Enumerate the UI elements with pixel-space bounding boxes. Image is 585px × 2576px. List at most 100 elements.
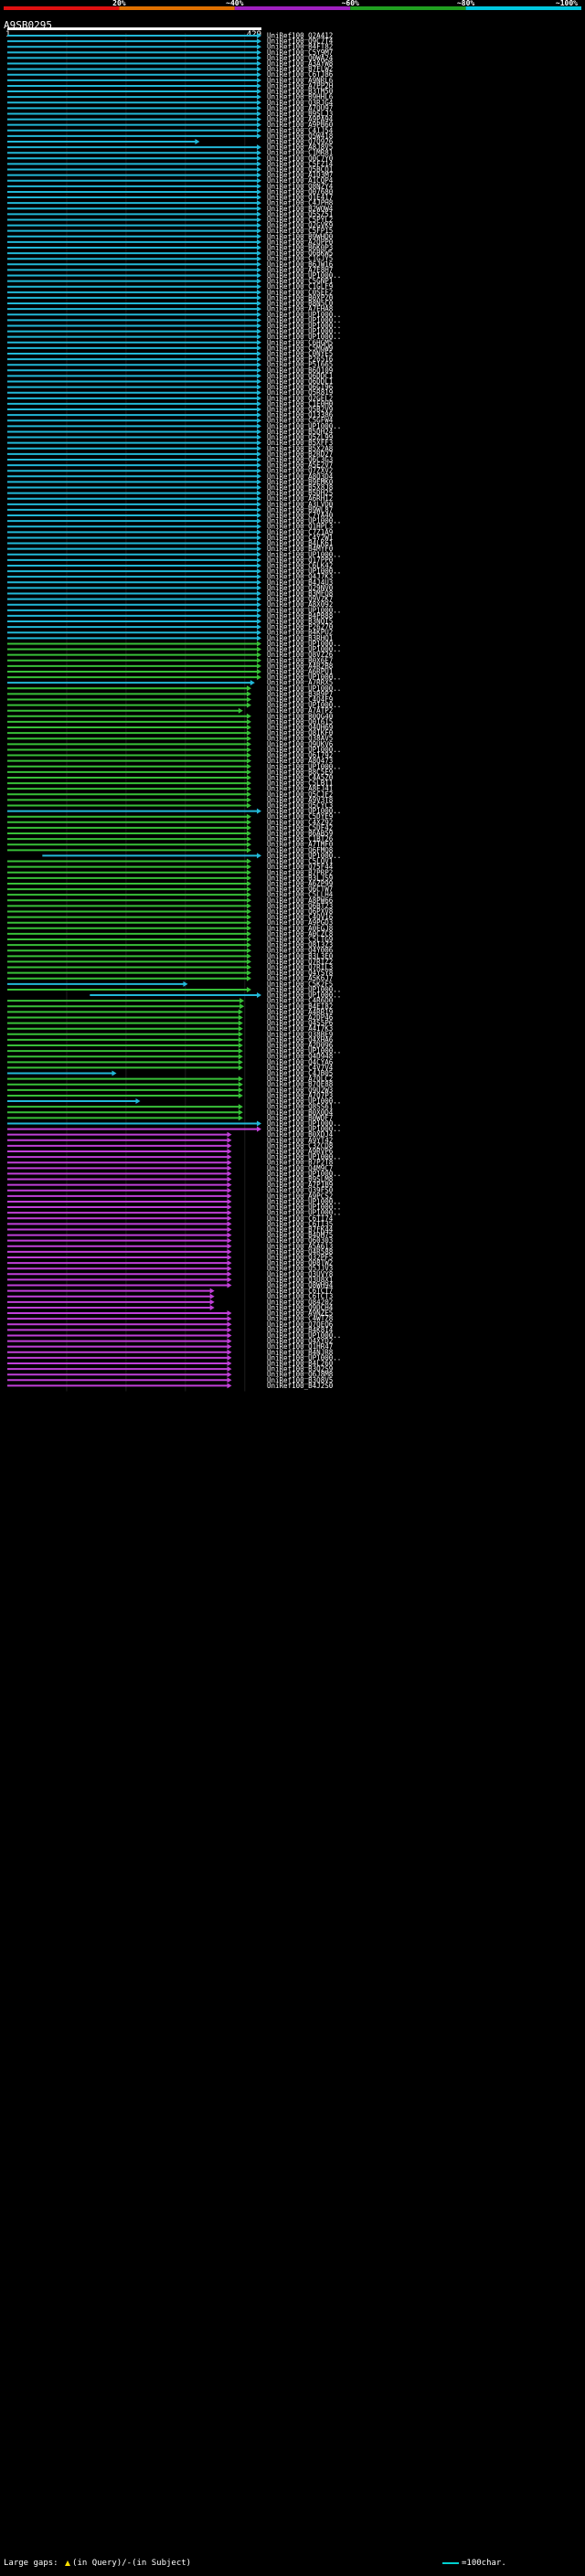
hit-label[interactable]: UniRef100_C5LQV1 — [267, 857, 333, 865]
hit-label[interactable]: UniRef100_C5GNP1 — [267, 277, 333, 285]
hit-label[interactable]: UniRef100_B0QG40 — [267, 712, 334, 720]
hit-label[interactable]: UniRef100_Q6C3G3 — [267, 455, 333, 463]
hit-label[interactable]: UniRef100_B4DM75 — [267, 1231, 333, 1239]
hit-label[interactable]: UniRef100_UP1000.. — [267, 746, 341, 754]
hit-label[interactable]: UniRef100_B3MFQ8 — [267, 589, 334, 598]
hit-label[interactable]: UniRef100_B9SLM8 — [267, 1175, 334, 1183]
hit-label[interactable]: UniRef100_B6Q109 — [267, 366, 333, 375]
hit-label[interactable]: UniRef100_P51665 — [267, 361, 333, 369]
hit-label[interactable]: UniRef100_C5PYL2 — [267, 216, 333, 224]
hit-label[interactable]: UniRef100_B0WDF7 — [267, 1114, 333, 1122]
hit-label[interactable]: UniRef100_C5Y9M7 — [267, 48, 333, 57]
hit-label[interactable]: UniRef100_C5K2F5 — [267, 980, 333, 988]
hit-label[interactable]: UniRef100_C6TI35 — [267, 1220, 333, 1228]
hit-label[interactable]: UniRef100_B8N5C0 — [267, 300, 334, 308]
hit-label[interactable]: UniRef100_Q8SS61 — [267, 1103, 333, 1111]
hit-label[interactable]: UniRef100_A6RPU1 — [267, 667, 333, 675]
hit-label[interactable]: UniRef100_B0X0D4 — [267, 1108, 334, 1117]
hit-label[interactable]: UniRef100_C5FP15 — [267, 227, 333, 235]
hit-label[interactable]: UniRef100_P26516 — [267, 355, 334, 364]
hit-label[interactable]: UniRef100_A9PCS2 — [267, 1192, 333, 1200]
hit-label[interactable]: UniRef100_B9EMK0 — [267, 478, 334, 486]
hit-label[interactable]: UniRef100_UP1000.. — [267, 1331, 341, 1340]
hit-label[interactable]: UniRef100_A9PA94 — [267, 115, 334, 123]
hit-label[interactable]: UniRef100_A5A613 — [267, 1242, 333, 1250]
hit-label[interactable]: UniRef100_B3TM50 — [267, 88, 334, 96]
hit-label[interactable]: UniRef100_Q9VZK7 — [267, 595, 333, 603]
hit-label[interactable]: UniRef100_UP1000.. — [267, 673, 341, 682]
hit-label[interactable]: UniRef100_UP1000.. — [267, 327, 341, 335]
hit-label[interactable]: UniRef100_A3LVD0 — [267, 500, 334, 508]
hit-label[interactable]: UniRef100_Q6DDC1 — [267, 372, 333, 380]
hit-label[interactable]: UniRef100_C5LTG9 — [267, 936, 333, 944]
hit-label[interactable]: UniRef100_Q0C7Y0 — [267, 154, 334, 163]
hit-label[interactable]: UniRef100_Q0WA24 — [267, 54, 334, 62]
hit-label[interactable]: UniRef100_A9PB60 — [267, 121, 334, 129]
hit-label[interactable]: UniRef100_Q6BKW5 — [267, 249, 333, 258]
hit-label[interactable]: UniRef100_B4J2S0 — [267, 1382, 334, 1390]
hit-label[interactable]: UniRef100_Q38BE9 — [267, 1030, 333, 1038]
hit-label[interactable]: UniRef100_C7Z1A9 — [267, 528, 333, 536]
hit-label[interactable]: UniRef100_C6LK42 — [267, 561, 333, 569]
hit-label[interactable]: UniRef100_B6AB59 — [267, 830, 333, 838]
hit-label[interactable]: UniRef100_UP1000.. — [267, 1209, 341, 1217]
hit-label[interactable]: UniRef100_C4R6D0 — [267, 997, 334, 1005]
hit-label[interactable]: UniRef100_Q07680 — [267, 187, 334, 196]
hit-label[interactable]: UniRef100_A7RRX5 — [267, 679, 333, 687]
hit-label[interactable]: UniRef100_A9RVP6 — [267, 1148, 334, 1156]
hit-label[interactable]: UniRef100_B0XPZ0 — [267, 293, 334, 302]
hit-label[interactable]: UniRef100_Q1E417 — [267, 194, 333, 202]
hit-label[interactable]: UniRef100_A8J8V5 — [267, 143, 333, 152]
hit-label[interactable]: UniRef100_B7FK44 — [267, 1225, 334, 1234]
hit-label[interactable]: UniRef100_Q5W418 — [267, 132, 334, 140]
hit-label[interactable]: UniRef100_A8PW66 — [267, 896, 334, 905]
hit-label[interactable]: UniRef100_UP1000.. — [267, 852, 341, 860]
hit-label[interactable]: UniRef100_Q6CTW7 — [267, 885, 333, 894]
hit-label[interactable]: UniRef100_Q38AV5 — [267, 735, 333, 743]
hit-label[interactable]: UniRef100_Q9UKV6 — [267, 740, 334, 748]
hit-label[interactable]: UniRef100_UP1000.. — [267, 684, 341, 693]
hit-label[interactable]: UniRef100_Q3UVY8 — [267, 1270, 334, 1278]
hit-label[interactable]: UniRef100_Q5CYC3 — [267, 801, 333, 810]
hit-label[interactable]: UniRef100_B3RHQ1 — [267, 634, 333, 642]
hit-label[interactable]: UniRef100_Q5BCQ1 — [267, 165, 333, 174]
hit-label[interactable]: UniRef100_A7E8H7 — [267, 266, 333, 274]
hit-label[interactable]: UniRef100_C5DF42 — [267, 823, 333, 832]
hit-label[interactable]: UniRef100_B4EI82 — [267, 1002, 333, 1011]
hit-label[interactable]: UniRef100_B2RD27 — [267, 450, 333, 458]
hit-label[interactable]: UniRef100_B3LJS9 — [267, 874, 333, 882]
hit-label[interactable]: UniRef100_UP1000.. — [267, 762, 341, 770]
hit-label[interactable]: UniRef100_Q4M9C7 — [267, 1164, 333, 1172]
hit-label[interactable]: UniRef100_A7P1B9 — [267, 1181, 333, 1189]
hit-label[interactable]: UniRef100_UP1000.. — [267, 322, 341, 330]
hit-label[interactable]: UniRef100_B3Q2S9 — [267, 1365, 333, 1373]
hit-label[interactable]: UniRef100_Q84202 — [267, 1298, 333, 1306]
hit-label[interactable]: UniRef100_UP1000.. — [267, 1353, 341, 1362]
hit-label[interactable]: UniRef100_B5X2A8 — [267, 444, 334, 452]
hit-label[interactable]: UniRef100_UP1000.. — [267, 701, 341, 709]
hit-label[interactable]: UniRef100_C6TCT3 — [267, 1292, 333, 1300]
hit-label[interactable]: UniRef100_A8Q3D4 — [267, 472, 334, 481]
hit-label[interactable]: UniRef100_B4MYF0 — [267, 545, 334, 553]
hit-label[interactable]: UniRef100_B9WHD0 — [267, 232, 334, 240]
hit-label[interactable]: UniRef100_A8X092 — [267, 600, 333, 609]
hit-label[interactable]: UniRef100_B3NQI5 — [267, 618, 333, 626]
hit-label[interactable]: UniRef100_Q1HPL3 — [267, 523, 333, 531]
hit-label[interactable]: UniRef100_C1GLF9 — [267, 282, 333, 291]
hit-label[interactable]: UniRef100_UP1000.. — [267, 311, 341, 319]
hit-label[interactable]: UniRef100_A1CQP4 — [267, 176, 334, 185]
hit-label[interactable]: UniRef100_C5LB11 — [267, 779, 333, 788]
hit-label[interactable]: UniRef100_A0EGJ8 — [267, 924, 334, 932]
hit-label[interactable]: UniRef100_UP1000.. — [267, 991, 341, 1000]
hit-label[interactable]: UniRef100_C1GJY5 — [267, 255, 333, 263]
hit-label[interactable]: UniRef100_B9WL87 — [267, 505, 333, 514]
hit-label[interactable]: UniRef100_Q7QEQ6 — [267, 1320, 334, 1329]
hit-label[interactable]: UniRef100_A9NRL6 — [267, 76, 334, 84]
hit-label[interactable]: UniRef100_A7Q7P3 — [267, 1091, 333, 1099]
hit-label[interactable]: UniRef100_A7TMF0 — [267, 841, 334, 849]
hit-label[interactable]: UniRef100_C1MR81 — [267, 149, 333, 157]
hit-label[interactable]: UniRef100_Q4XYD2 — [267, 1337, 333, 1345]
hit-label[interactable]: UniRef100_UP1000.. — [267, 645, 341, 653]
hit-label[interactable]: UniRef100_A6RH12 — [267, 494, 333, 503]
hit-label[interactable]: UniRef100_Q39FS0 — [267, 1186, 334, 1194]
